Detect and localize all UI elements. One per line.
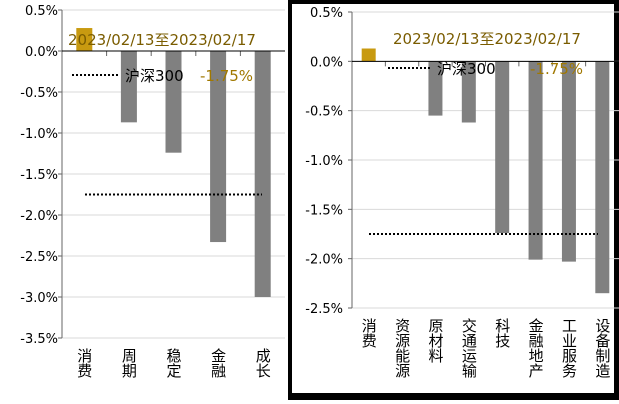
y-tick-label: -2.0% [305,253,343,268]
bar-消费 [362,49,376,62]
x-tick-label: 周期 [120,348,138,379]
y-tick-label: -3.0% [20,291,58,306]
bar-工业服务 [562,61,576,261]
y-tick-label: 0.0% [310,55,343,70]
y-tick-label: -0.5% [305,105,343,120]
x-tick-label: 消费 [75,348,93,378]
x-tick-label: 稳定 [165,348,183,379]
y-tick-label: -2.5% [305,302,343,317]
y-tick-label: -1.0% [20,127,58,142]
y-tick-label: -2.0% [20,209,58,224]
chart-title: 2023/02/13至2023/02/17 [68,31,256,49]
bar-设备制造 [595,61,609,293]
x-tick-label: 工业服务 [560,318,578,379]
x-tick-label: 成长 [254,348,272,378]
y-tick-label: -2.5% [20,250,58,265]
y-tick-label: -0.5% [20,86,58,101]
x-tick-label: 设备制造 [593,318,611,379]
x-tick-label: 资源能源 [393,318,411,378]
y-tick-label: -1.5% [20,168,58,183]
x-tick-label: 金融 [209,348,227,378]
y-tick-label: -3.5% [20,332,58,347]
x-tick-label: 金融地产 [527,318,545,378]
legend-reference-label: 沪深300 [125,67,184,85]
left-chart: 0.5% 0.0% -0.5% -1.0% -1.5% -2.0% -2.5% -3.0% -3… [20,4,285,379]
bar-金融地产 [529,61,543,259]
y-tick-label: -1.0% [305,154,343,169]
y-tick-label: 0.5% [310,6,343,21]
bar-科技 [495,61,509,233]
x-tick-label: 消费 [360,318,378,348]
x-tick-label: 交通运输 [460,317,478,378]
y-tick-label: -1.5% [305,203,343,218]
bar-周期 [121,51,137,122]
y-tick-label: 0.5% [25,4,58,19]
bar-成长 [255,51,271,297]
legend-reference-value: -1.75% [530,60,583,78]
x-tick-label: 原材料 [426,318,444,363]
x-tick-label: 科技 [493,318,511,349]
y-tick-label: 0.0% [25,45,58,60]
legend-reference-value: -1.75% [200,67,253,85]
legend-reference-label: 沪深300 [437,60,496,78]
chart-title: 2023/02/13至2023/02/17 [393,30,581,48]
